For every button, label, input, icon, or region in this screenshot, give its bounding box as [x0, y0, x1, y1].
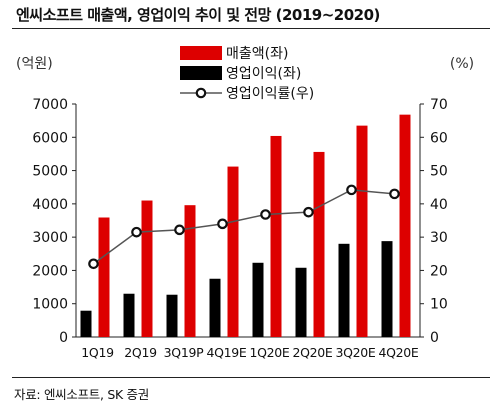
revenue-bar: [270, 135, 282, 337]
revenue-bar: [141, 200, 153, 337]
margin-point: [260, 209, 271, 220]
legend-revenue-swatch: [180, 46, 222, 60]
operating-profit-bar: [123, 293, 135, 337]
right-tick-label: 70: [430, 97, 448, 113]
revenue-bar: [313, 151, 325, 337]
left-tick-label: 7000: [32, 97, 68, 113]
source-rule: [12, 377, 490, 378]
chart: 0 1000 2000 3000 4000 5000 6000 7000 0 10 20 30 40 50…: [16, 46, 474, 360]
margin-point: [88, 258, 99, 270]
x-tick-label: 4Q19E: [206, 345, 246, 360]
chart-title: 엔씨소프트 매출액, 영업이익 추이 및 전망 (2019~2020): [16, 6, 380, 24]
right-tick-label: 60: [430, 130, 448, 146]
legend-revenue-label: 매출액(좌): [226, 46, 288, 62]
margin-point: [389, 188, 400, 200]
source-note: 자료: 엔씨소프트, SK 증권: [14, 387, 149, 402]
x-tick-label: 2Q20E: [292, 345, 332, 360]
right-tick-label: 10: [430, 297, 448, 313]
revenue-bar: [98, 217, 110, 337]
right-tick-label: 0: [430, 330, 439, 346]
left-tick-label: 5000: [32, 164, 68, 180]
revenue-bar: [399, 114, 411, 337]
left-tick-label: 0: [59, 330, 68, 346]
operating-profit-bar: [166, 294, 178, 337]
left-tick-label: 1000: [32, 297, 68, 313]
legend-operating-profit-label: 영업이익(좌): [226, 66, 301, 82]
x-tick-label: 1Q19: [81, 345, 114, 360]
operating-profit-bar: [252, 262, 264, 337]
operating-profit-bar: [338, 243, 350, 337]
right-tick-label: 40: [430, 197, 448, 213]
margin-point: [217, 218, 228, 230]
revenue-bar: [184, 205, 196, 337]
operating-profit-bar: [80, 310, 92, 337]
margin-point: [131, 226, 142, 238]
right-tick-label: 30: [430, 230, 448, 246]
legend-margin-marker: [195, 87, 207, 99]
margin-line: [93, 189, 395, 265]
operating-profit-bar: [381, 241, 393, 337]
x-tick-label: 4Q20E: [378, 345, 418, 360]
margin-point: [303, 206, 314, 218]
legend-operating-profit-swatch: [180, 66, 222, 80]
left-tick-label: 2000: [32, 263, 68, 279]
revenue-bar: [227, 166, 239, 337]
operating-profit-bar: [295, 267, 307, 337]
title-rule: [12, 28, 490, 29]
left-tick-label: 3000: [32, 230, 68, 246]
legend-margin-label: 영업이익률(우): [226, 86, 314, 102]
margin-point: [174, 224, 185, 236]
right-axis-label: (%): [450, 56, 474, 72]
left-tick-label: 4000: [32, 197, 68, 213]
margin-point: [346, 184, 357, 196]
right-tick-label: 50: [430, 164, 448, 180]
operating-profit-bar: [209, 278, 221, 337]
right-tick-label: 20: [430, 263, 448, 279]
x-tick-label: 1Q20E: [249, 345, 289, 360]
x-tick-label: 3Q19P: [164, 345, 204, 360]
x-tick-label: 3Q20E: [335, 345, 375, 360]
left-axis-label: (억원): [16, 56, 53, 72]
x-tick-label: 2Q19: [124, 345, 157, 360]
revenue-bar: [356, 125, 368, 337]
left-tick-label: 6000: [32, 130, 68, 146]
